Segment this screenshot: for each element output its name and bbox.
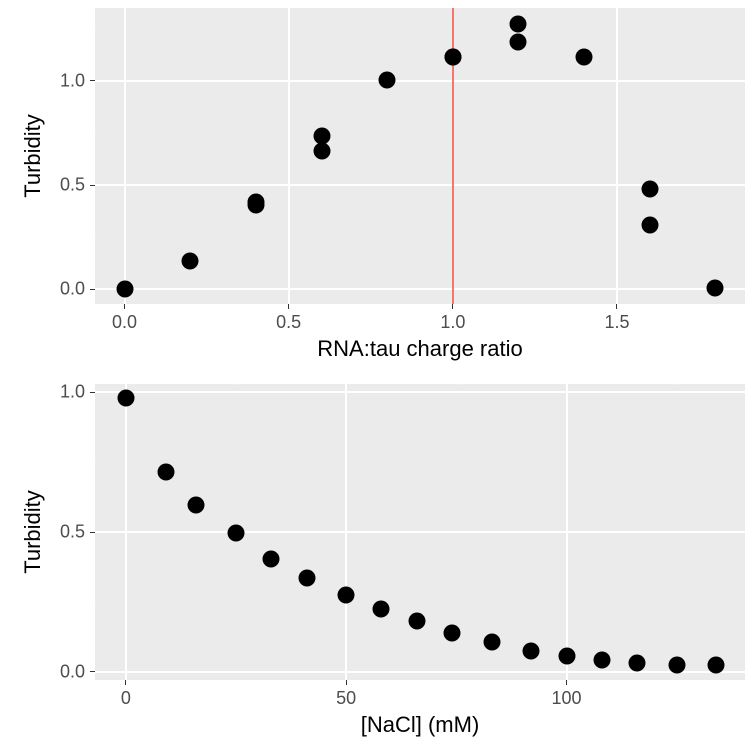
- x-tick-mark: [125, 680, 126, 685]
- gridline-minor: [236, 384, 237, 385]
- data-point: [523, 642, 540, 659]
- gridline-major: [95, 671, 745, 673]
- gridline-minor: [95, 601, 96, 602]
- data-point: [668, 656, 685, 673]
- data-point: [593, 652, 610, 669]
- data-point: [558, 648, 575, 665]
- data-point: [708, 657, 725, 674]
- data-point: [228, 525, 245, 542]
- data-point: [298, 570, 315, 587]
- y-tick-label: 0.0: [60, 661, 85, 682]
- panel-b-plot-area: [95, 384, 745, 680]
- gridline-minor: [456, 384, 457, 385]
- y-tick-label: 0.5: [60, 522, 85, 543]
- gridline-minor: [676, 384, 677, 385]
- gridline-minor: [95, 462, 96, 463]
- x-tick-label: 0: [121, 688, 131, 709]
- data-point: [263, 550, 280, 567]
- data-point: [188, 497, 205, 514]
- x-tick-mark: [346, 680, 347, 685]
- y-tick-mark: [90, 392, 95, 393]
- data-point: [629, 655, 646, 672]
- data-point: [408, 613, 425, 630]
- x-tick-label: 50: [336, 688, 356, 709]
- data-point: [338, 586, 355, 603]
- data-point: [117, 389, 134, 406]
- panel-b: B [NaCl] (mM) Turbidity 0501000.00.51.0: [0, 0, 756, 752]
- data-point: [483, 634, 500, 651]
- data-point: [443, 624, 460, 641]
- x-tick-label: 100: [551, 688, 581, 709]
- y-tick-label: 1.0: [60, 382, 85, 403]
- y-tick-mark: [90, 671, 95, 672]
- gridline-major: [95, 391, 745, 393]
- panel-b-xlabel: [NaCl] (mM): [361, 712, 480, 738]
- panel-b-ylabel: Turbidity: [20, 490, 46, 574]
- data-point: [373, 600, 390, 617]
- y-tick-mark: [90, 532, 95, 533]
- x-tick-mark: [566, 680, 567, 685]
- gridline-major: [95, 531, 745, 533]
- data-point: [157, 463, 174, 480]
- figure: A RNA:tau charge ratio Turbidity 0.00.51…: [0, 0, 756, 752]
